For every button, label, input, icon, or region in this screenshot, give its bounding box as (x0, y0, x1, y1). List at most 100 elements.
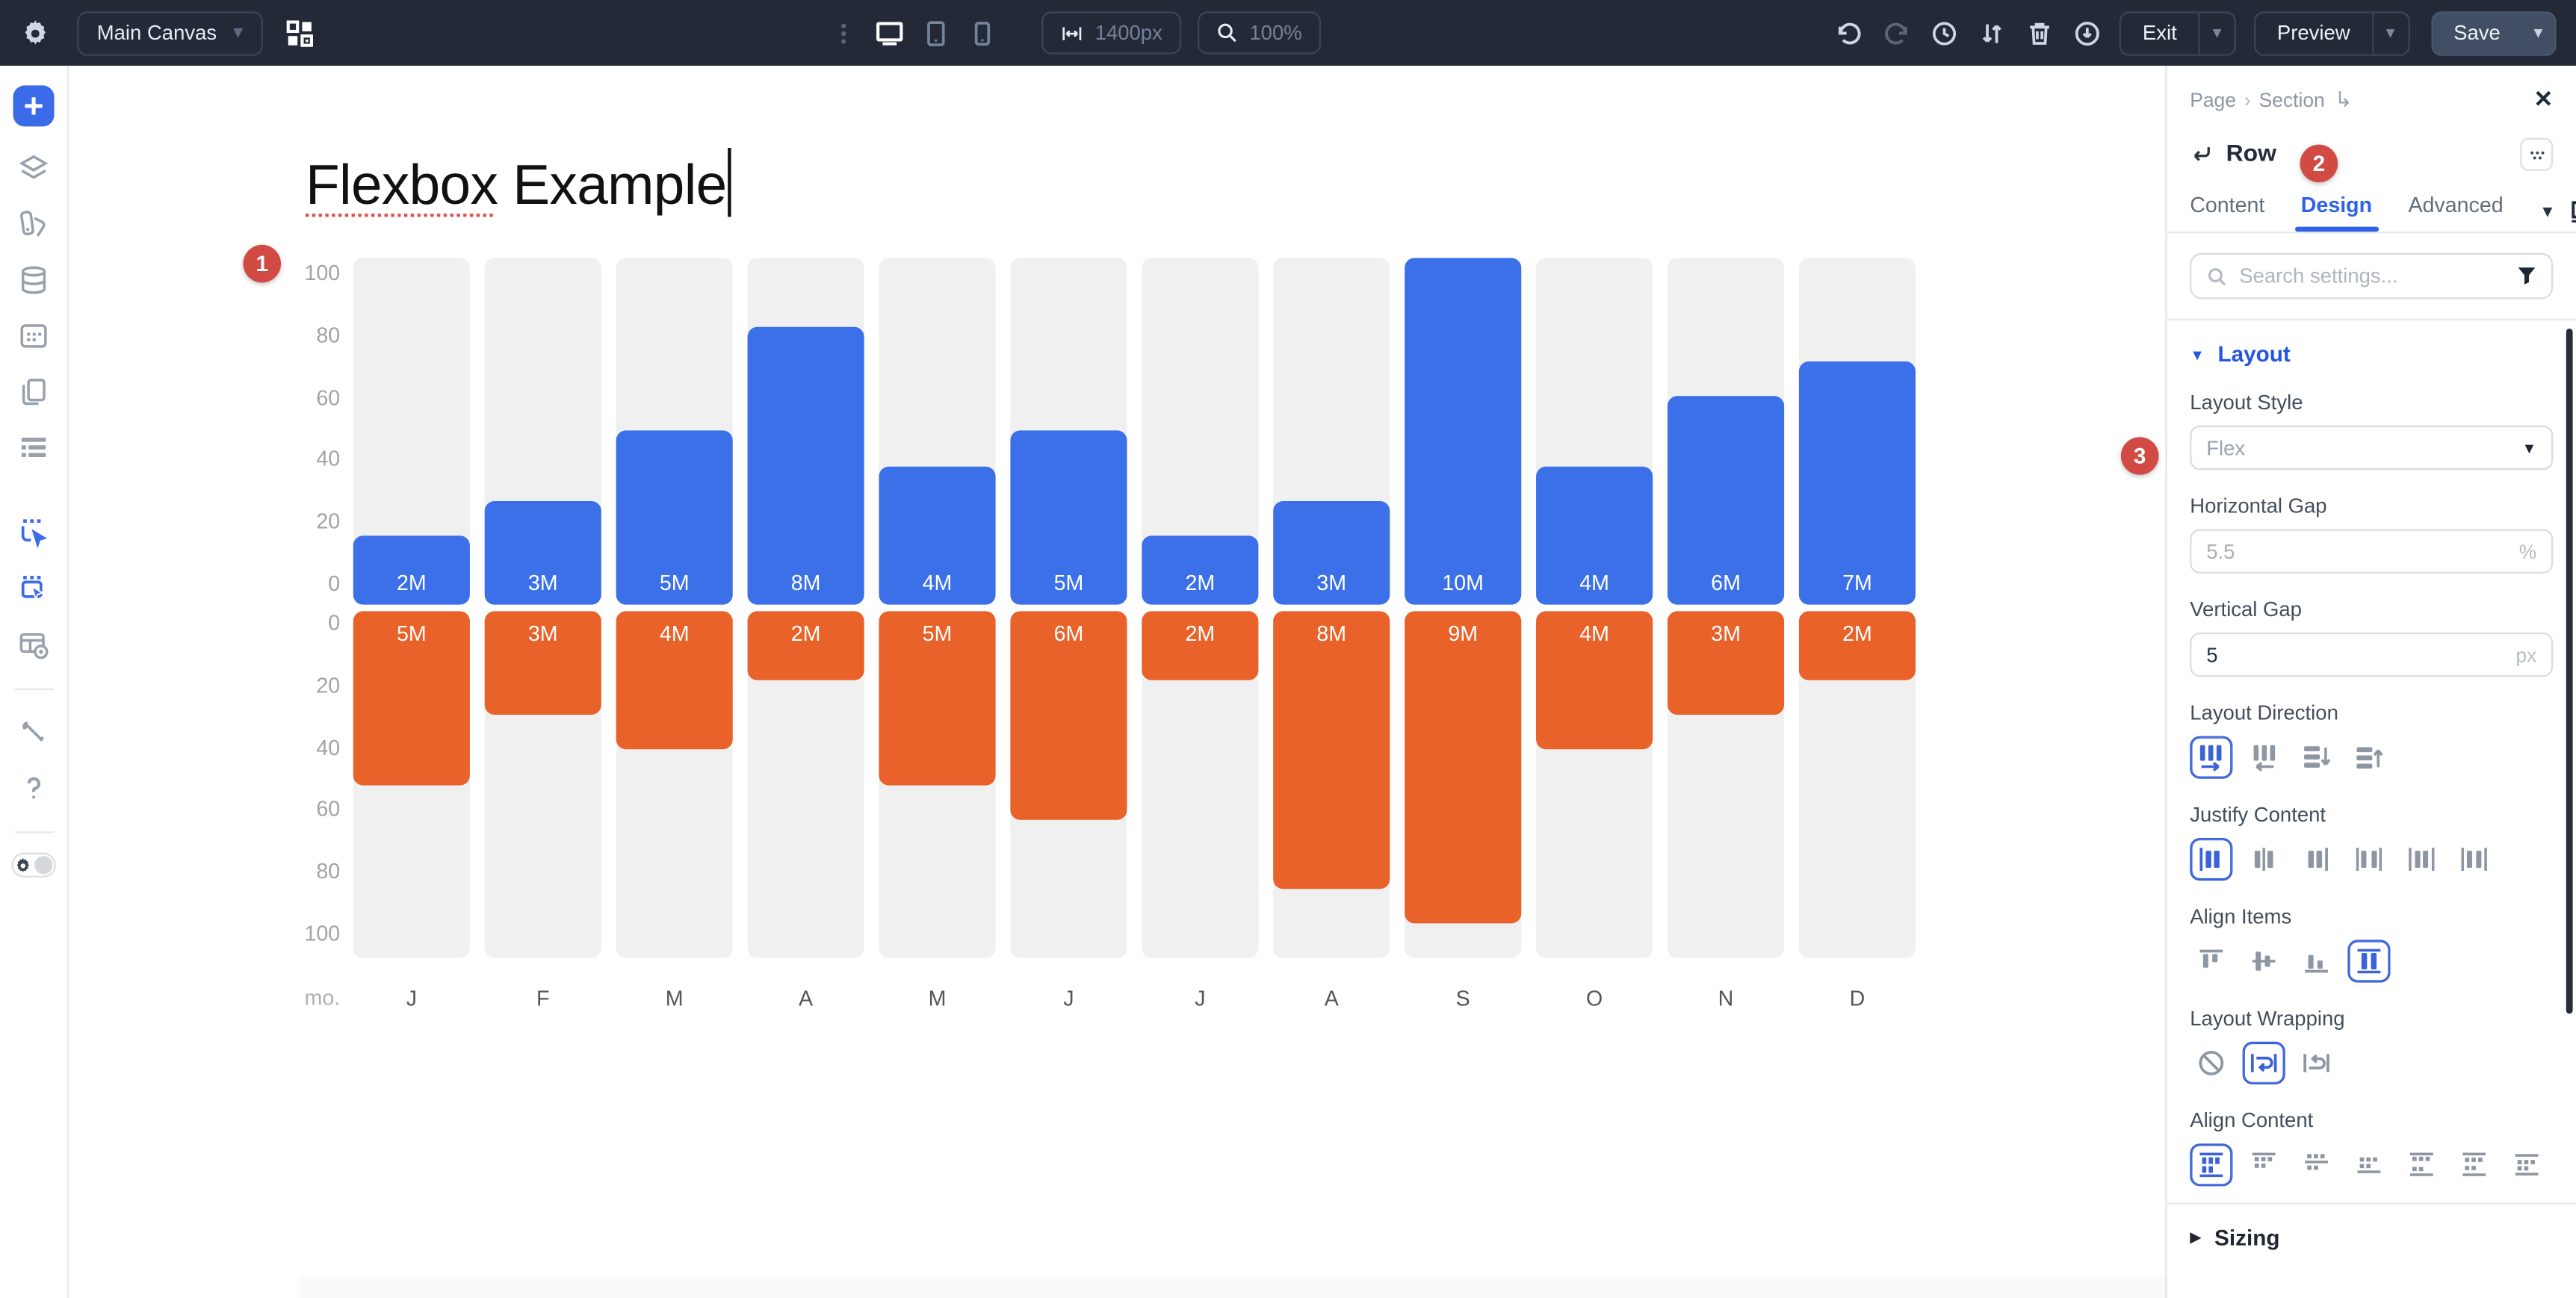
bar-bottom[interactable]: 4M (1536, 611, 1653, 750)
back-arrow-icon[interactable] (2190, 143, 2213, 166)
window-preview-icon[interactable] (12, 623, 55, 665)
tools-icon[interactable] (12, 709, 55, 752)
align-content-stretch-button[interactable] (2190, 1143, 2233, 1187)
settings-search-box[interactable] (2190, 252, 2554, 299)
align-items-center-button[interactable] (2243, 940, 2285, 982)
chart-column-A[interactable]: 8M 2M (747, 258, 864, 958)
exit-dropdown-caret[interactable]: ▼ (2198, 12, 2234, 54)
page-title[interactable]: Flexbox Example (306, 148, 732, 219)
tabs-dropdown-caret[interactable]: ▼ (2539, 202, 2556, 221)
bar-bottom[interactable]: 3M (484, 611, 601, 715)
layout-section-header[interactable]: ▼ Layout (2190, 342, 2553, 367)
tablet-breakpoint-icon[interactable] (921, 18, 951, 48)
child-arrow-icon[interactable]: ↳ (2334, 86, 2353, 111)
chart-column-F[interactable]: 3M 3M (484, 258, 601, 958)
insert-inside-icon[interactable] (12, 567, 55, 609)
sort-order-icon[interactable] (1977, 18, 2007, 48)
layout-direction-column-reverse-button[interactable] (2347, 736, 2390, 779)
bar-top[interactable]: 3M (484, 501, 601, 605)
bar-top[interactable]: 2M (1142, 535, 1259, 605)
horizontal-gap-field[interactable]: % (2190, 529, 2554, 574)
align-items-flex-end-button[interactable] (2295, 940, 2338, 982)
board-icon[interactable] (12, 314, 55, 356)
breakpoint-monitor-icon[interactable] (2569, 200, 2576, 223)
layout-wrapping-nowrap-button[interactable] (2190, 1042, 2232, 1084)
page-width-field[interactable]: 1400px (1041, 11, 1181, 55)
vertical-gap-field[interactable]: px (2190, 633, 2554, 677)
preview-dropdown-caret[interactable]: ▼ (2371, 12, 2407, 54)
justify-content-center-button[interactable] (2243, 838, 2285, 881)
bar-top[interactable]: 10M (1405, 258, 1522, 605)
chart-column-N[interactable]: 6M 3M (1667, 258, 1785, 958)
close-panel-icon[interactable]: ✕ (2533, 85, 2554, 112)
database-icon[interactable] (12, 258, 55, 300)
bar-top[interactable]: 4M (879, 466, 996, 605)
panel-scrollbar[interactable] (2566, 329, 2573, 1014)
justify-content-space-between-button[interactable] (2347, 838, 2390, 881)
mobile-breakpoint-icon[interactable] (967, 18, 997, 48)
filter-funnel-icon[interactable] (2517, 266, 2536, 285)
chart-column-D[interactable]: 7M 2M (1798, 258, 1916, 958)
help-icon[interactable] (12, 766, 55, 808)
bar-bottom[interactable]: 9M (1405, 611, 1522, 924)
justify-content-flex-end-button[interactable] (2295, 838, 2338, 881)
bar-top[interactable]: 2M (353, 535, 470, 605)
zoom-level-field[interactable]: 100% (1197, 11, 1320, 55)
chart-column-M[interactable]: 5M 4M (616, 258, 733, 958)
chart-column-O[interactable]: 4M 4M (1536, 258, 1653, 958)
grid-view-icon[interactable] (285, 18, 315, 48)
undo-icon[interactable] (1833, 18, 1863, 48)
tab-design[interactable]: Design (2294, 192, 2380, 232)
breadcrumb-section[interactable]: Section (2258, 87, 2325, 111)
breadcrumb-page[interactable]: Page (2190, 87, 2236, 111)
align-content-flex-start-button[interactable] (2243, 1143, 2285, 1186)
copy-pages-icon[interactable] (12, 370, 55, 412)
bar-bottom[interactable]: 2M (1798, 611, 1916, 680)
desktop-breakpoint-icon[interactable] (875, 18, 905, 48)
element-options-icon[interactable] (2520, 137, 2554, 171)
align-content-flex-end-button[interactable] (2347, 1143, 2390, 1186)
justify-content-space-evenly-button[interactable] (2453, 838, 2495, 881)
chart-column-M[interactable]: 4M 5M (879, 258, 996, 958)
flexbox-bar-chart[interactable]: 100 80 60 40 20 0 0 20 40 60 80 100 mo. 2M 5M 3M 3M 5M 4M… (304, 258, 1916, 1030)
trash-icon[interactable] (2025, 18, 2055, 48)
justify-content-space-around-button[interactable] (2400, 838, 2443, 881)
settings-search-input[interactable] (2239, 264, 2506, 288)
bar-bottom[interactable]: 3M (1667, 611, 1785, 715)
canvas-selector-dropdown[interactable]: Main Canvas ▼ (77, 10, 263, 55)
tab-advanced[interactable]: Advanced (2408, 192, 2504, 217)
chart-column-A[interactable]: 3M 8M (1273, 258, 1390, 958)
align-items-flex-start-button[interactable] (2190, 940, 2232, 982)
gear-icon[interactable] (19, 18, 49, 48)
bar-bottom[interactable]: 4M (616, 611, 733, 750)
justify-content-flex-start-button[interactable] (2190, 838, 2233, 881)
bar-bottom[interactable]: 2M (747, 611, 864, 680)
chart-column-J[interactable]: 5M 6M (1010, 258, 1127, 958)
vertical-gap-input[interactable] (2206, 643, 2507, 667)
align-content-space-between-button[interactable] (2400, 1143, 2443, 1186)
redo-icon[interactable] (1881, 18, 1911, 48)
layout-style-select[interactable]: Flex ▼ (2190, 425, 2554, 471)
layout-wrapping-wrap-button[interactable] (2242, 1041, 2285, 1084)
preview-button[interactable]: Preview ▼ (2254, 10, 2409, 55)
bar-top[interactable]: 5M (1010, 430, 1127, 605)
history-icon[interactable] (1929, 18, 1959, 48)
bar-top[interactable]: 4M (1536, 466, 1653, 605)
more-options-icon[interactable] (829, 18, 858, 48)
horizontal-gap-input[interactable] (2206, 539, 2510, 563)
chart-column-J[interactable]: 2M 2M (1142, 258, 1259, 958)
editor-canvas[interactable]: Flexbox Example 100 80 60 40 20 0 0 20 40 60 80 100… (69, 66, 2166, 1298)
tab-content[interactable]: Content (2190, 192, 2265, 217)
align-content-center-button[interactable] (2295, 1143, 2338, 1186)
layout-direction-column-button[interactable] (2295, 736, 2338, 779)
exit-button[interactable]: Exit ▼ (2120, 10, 2236, 55)
navigator-list-icon[interactable] (12, 426, 55, 468)
align-content-space-around-button[interactable] (2453, 1143, 2495, 1186)
align-content-space-evenly-button[interactable] (2505, 1143, 2548, 1186)
bar-bottom[interactable]: 5M (879, 611, 996, 786)
align-items-stretch-button[interactable] (2347, 940, 2391, 983)
bar-bottom[interactable]: 2M (1142, 611, 1259, 680)
bar-top[interactable]: 8M (747, 326, 864, 605)
settings-toggle[interactable] (11, 852, 56, 878)
save-button[interactable]: Save ▼ (2430, 10, 2557, 55)
